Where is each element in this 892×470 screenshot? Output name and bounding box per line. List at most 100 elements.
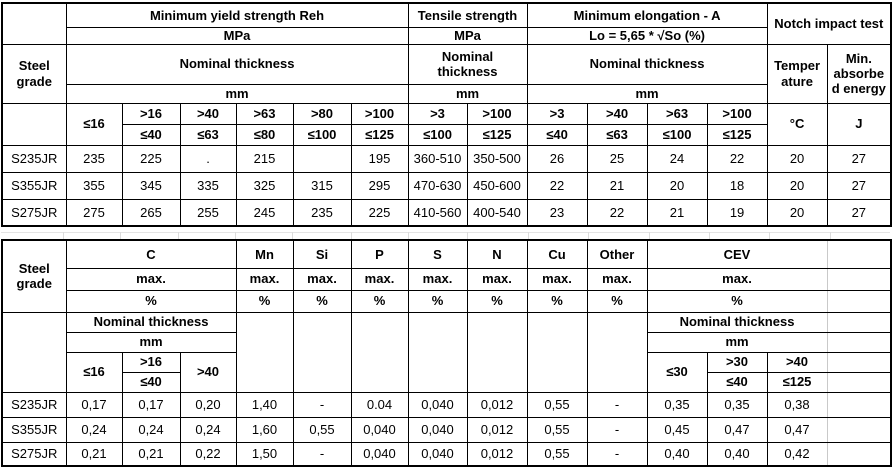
value-cell: 225 [350, 198, 409, 227]
empty-cell [826, 441, 892, 467]
elongation-group-header: Minimum elongation - A [526, 2, 768, 28]
value-cell: 0,40 [706, 441, 768, 467]
range-header: >40 [586, 102, 648, 125]
table-row: S275JR 0,21 0,21 0,22 1,50 - 0,040 0,040… [1, 441, 892, 467]
value-cell: 1,50 [235, 441, 294, 467]
max-header: max. [586, 267, 648, 291]
range-header: >3 [526, 102, 588, 125]
value-cell: 245 [235, 198, 294, 227]
max-header: max. [65, 267, 237, 291]
range-header: >100 [466, 102, 528, 125]
element-header-s: S [407, 239, 468, 269]
temp-unit-header: °C [766, 102, 828, 146]
range-header: ≤125 [350, 123, 409, 146]
range-header: ≤100 [407, 123, 468, 146]
max-header: max. [235, 267, 294, 291]
range-header: ≤125 [466, 123, 528, 146]
value-cell: 0,45 [646, 416, 708, 443]
tensile-unit: MPa [407, 26, 528, 45]
range-header: ≤100 [646, 123, 708, 146]
value-cell: 20 [646, 171, 708, 200]
value-cell: 0,20 [179, 391, 237, 418]
range-header: ≤40 [121, 371, 181, 393]
value-cell: 0,24 [65, 416, 123, 443]
tensile-nominal-thickness: Nominal thickness [407, 43, 528, 85]
max-header: max. [646, 267, 828, 291]
value-cell: 0,040 [407, 416, 468, 443]
value-cell: 0,012 [466, 441, 528, 467]
grade-cell: S275JR [1, 441, 67, 467]
max-header: max. [292, 267, 352, 291]
empty-cell [1, 102, 67, 146]
value-cell: 20 [766, 144, 828, 173]
range-header: >40 [179, 102, 237, 125]
value-cell: 0,35 [646, 391, 708, 418]
value-cell: 22 [706, 144, 768, 173]
value-cell: 0,040 [350, 416, 409, 443]
value-cell: 0,40 [646, 441, 708, 467]
range-header: >100 [350, 102, 409, 125]
steel-grade-header: Steel grade [1, 43, 67, 104]
percent-header: % [407, 289, 468, 313]
range-header: ≤40 [706, 371, 768, 393]
range-header: >80 [292, 102, 352, 125]
yield-group-header: Minimum yield strength Reh [65, 2, 409, 28]
empty-cell [826, 267, 892, 291]
value-cell: 0,21 [65, 441, 123, 467]
value-cell: 0,21 [121, 441, 181, 467]
empty-cell [826, 239, 892, 269]
value-cell: - [292, 441, 352, 467]
value-cell: 0,22 [179, 441, 237, 467]
element-header-p: P [350, 239, 409, 269]
elongation-unit: Lo = 5,65 * √So (%) [526, 26, 768, 45]
value-cell: 21 [586, 171, 648, 200]
value-cell: 325 [235, 171, 294, 200]
value-cell: 0,040 [407, 441, 468, 467]
value-cell: 350-500 [466, 144, 528, 173]
element-header-si: Si [292, 239, 352, 269]
range-header: ≤16 [65, 102, 123, 146]
element-header-c: C [65, 239, 237, 269]
value-cell: - [292, 391, 352, 418]
yield-mm: mm [65, 83, 409, 104]
value-cell: 0,012 [466, 416, 528, 443]
value-cell: 27 [826, 171, 892, 200]
energy-unit-header: J [826, 102, 892, 146]
range-header: ≤63 [586, 123, 648, 146]
value-cell: 0,55 [292, 416, 352, 443]
value-cell: 215 [235, 144, 294, 173]
value-cell: 20 [766, 171, 828, 200]
range-header: >40 [179, 351, 237, 393]
value-cell: 265 [121, 198, 181, 227]
value-cell: 195 [350, 144, 409, 173]
table-row: S355JR 0,24 0,24 0,24 1,60 0,55 0,040 0,… [1, 416, 892, 443]
element-header-n: N [466, 239, 528, 269]
empty-cell [826, 371, 892, 393]
range-header: ≤100 [292, 123, 352, 146]
value-cell: 23 [526, 198, 588, 227]
value-cell: 450-600 [466, 171, 528, 200]
value-cell: 335 [179, 171, 237, 200]
range-header: >16 [121, 102, 181, 125]
value-cell: 0,24 [179, 416, 237, 443]
value-cell: 25 [586, 144, 648, 173]
empty-cell [826, 289, 892, 313]
value-cell: 355 [65, 171, 123, 200]
value-cell: 0,17 [121, 391, 181, 418]
range-header: >30 [706, 351, 768, 373]
table-row: S235JR 0,17 0,17 0,20 1,40 - 0.04 0,040 … [1, 391, 892, 418]
range-header: ≤80 [235, 123, 294, 146]
range-header: >40 [766, 351, 828, 373]
value-cell: 24 [646, 144, 708, 173]
value-cell: 0,012 [466, 391, 528, 418]
max-header: max. [466, 267, 528, 291]
table-row: S275JR 275 265 255 245 235 225 410-560 4… [1, 198, 892, 227]
value-cell: 20 [766, 198, 828, 227]
range-header: ≤63 [179, 123, 237, 146]
grade-cell: S235JR [1, 391, 67, 418]
value-cell: 0,38 [766, 391, 828, 418]
percent-header: % [466, 289, 528, 313]
cev-nominal-thickness: Nominal thickness [646, 311, 828, 333]
value-cell: 400-540 [466, 198, 528, 227]
